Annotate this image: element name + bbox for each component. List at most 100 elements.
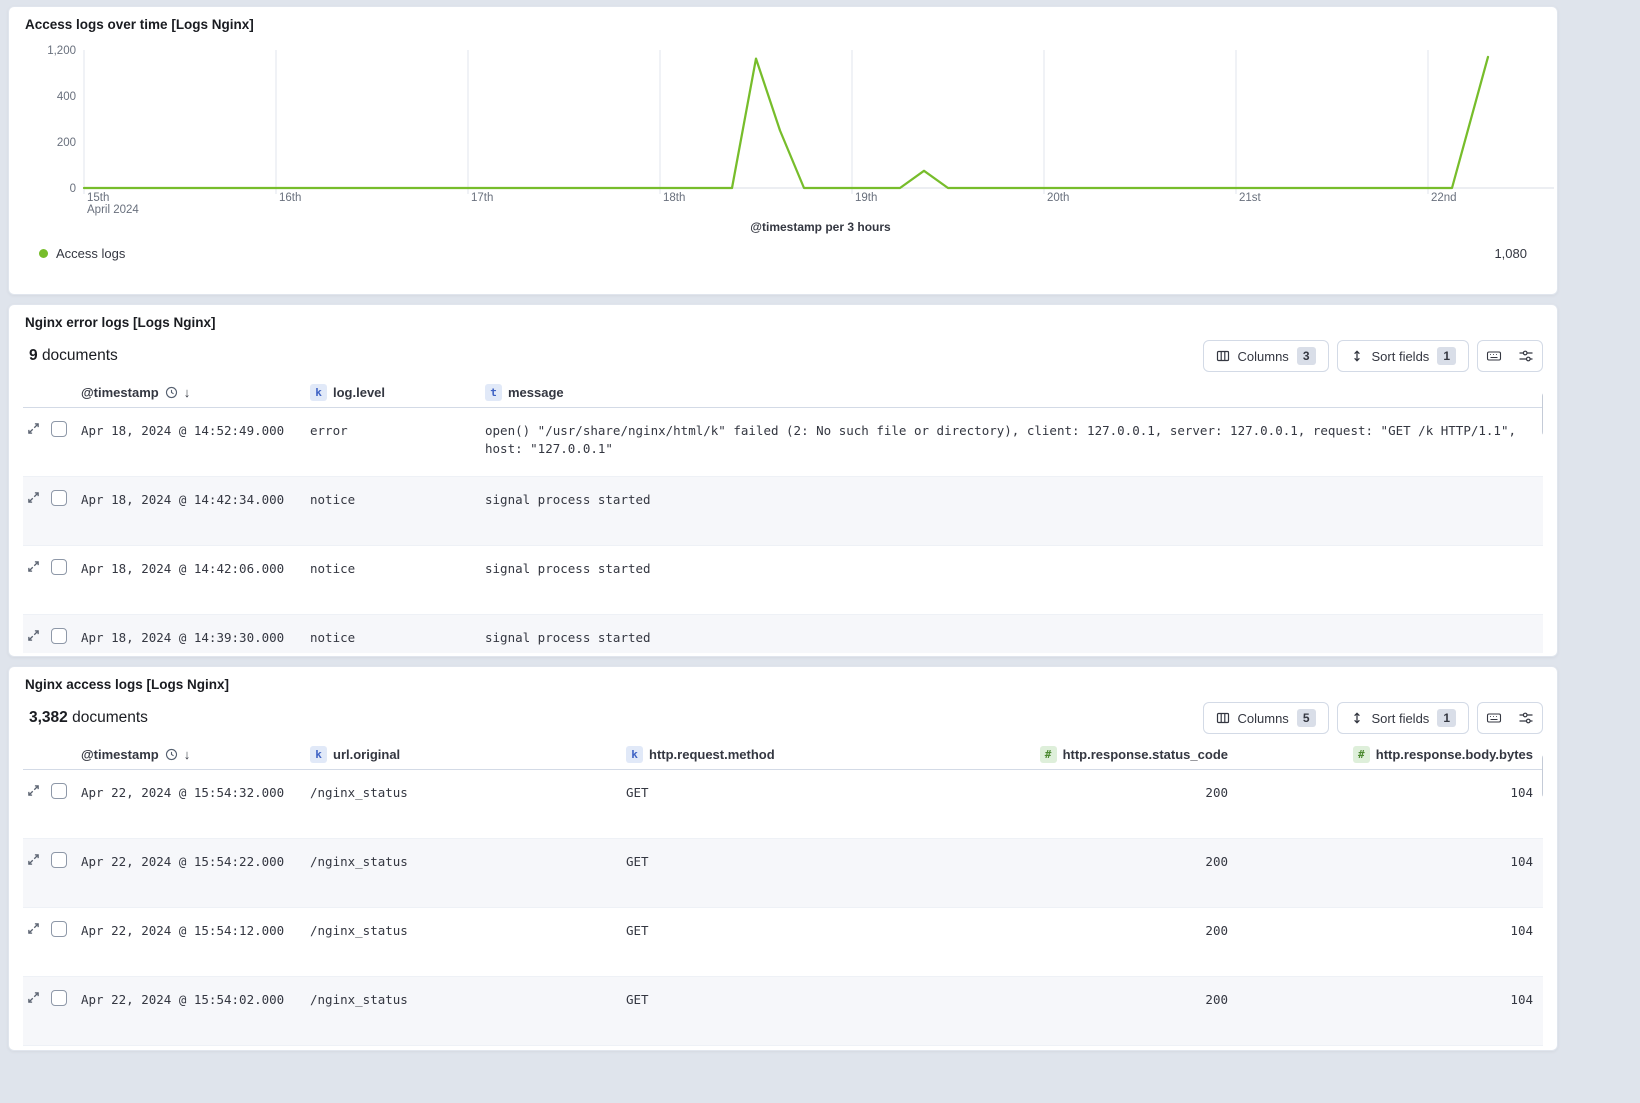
header-controls xyxy=(23,748,81,761)
chart-legend: Access logs 1,080 xyxy=(39,246,1527,261)
svg-text:18th: 18th xyxy=(663,192,685,204)
vertical-scrollbar[interactable]: ▲ ▼ xyxy=(1540,740,1543,1047)
column-header-http.response.status_code[interactable]: # http.response.status_code xyxy=(1039,746,1238,763)
cell-http.request.method: GET xyxy=(626,923,649,938)
cell-message: signal process started xyxy=(485,561,651,576)
expand-document-icon[interactable] xyxy=(27,560,40,573)
documents-grid: @timestamp ↓ k log.level t message Apr 18, 20… xyxy=(23,378,1543,653)
clock-icon xyxy=(165,748,178,761)
expand-document-icon[interactable] xyxy=(27,491,40,504)
display-options-button[interactable] xyxy=(1510,341,1542,371)
field-type-keyword-badge: k xyxy=(310,384,327,401)
column-header-message[interactable]: t message xyxy=(485,384,1543,401)
legend-series-value: 1,080 xyxy=(1494,246,1527,261)
column-header-@timestamp[interactable]: @timestamp ↓ xyxy=(81,385,191,400)
cell-log.level: notice xyxy=(310,492,356,507)
field-type-number-badge: # xyxy=(1352,746,1370,763)
scrollbar-thumb[interactable] xyxy=(1542,754,1543,798)
x-axis-title: @timestamp per 3 hours xyxy=(750,220,891,234)
grid-body: Apr 18, 2024 @ 14:52:49.000 error open() "… xyxy=(23,408,1543,653)
column-header-url.original[interactable]: k url.original xyxy=(310,746,626,763)
legend-series-dot-icon xyxy=(39,249,48,258)
expand-document-icon[interactable] xyxy=(27,422,40,435)
expand-document-icon[interactable] xyxy=(27,922,40,935)
field-type-keyword-badge: k xyxy=(626,746,643,763)
cell-@timestamp: Apr 22, 2024 @ 15:54:02.000 xyxy=(81,992,285,1007)
scrollbar-thumb[interactable] xyxy=(1542,392,1543,436)
sort-fields-button[interactable]: Sort fields 1 xyxy=(1336,702,1469,734)
expand-document-icon[interactable] xyxy=(27,991,40,1004)
clock-icon xyxy=(165,386,178,399)
cell-http.response.body.bytes: 104 xyxy=(1510,854,1533,869)
table-row[interactable]: Apr 22, 2024 @ 15:54:32.000/nginx_status… xyxy=(23,770,1543,839)
keyboard-shortcuts-button[interactable] xyxy=(1478,703,1510,733)
columns-button[interactable]: Columns 3 xyxy=(1202,340,1329,372)
dashboard-page: Access logs over time [Logs Nginx] 15th A… xyxy=(8,6,1558,1051)
cell-@timestamp: Apr 22, 2024 @ 15:54:12.000 xyxy=(81,923,285,938)
sort-desc-icon: ↓ xyxy=(183,385,191,400)
cell-message: open() "/usr/share/nginx/html/k" failed … xyxy=(485,423,1524,456)
svg-text:17th: 17th xyxy=(471,192,493,204)
keyboard-shortcuts-button[interactable] xyxy=(1478,341,1510,371)
sort-fields-button[interactable]: Sort fields 1 xyxy=(1336,340,1469,372)
row-select-checkbox[interactable] xyxy=(51,990,67,1006)
cell-http.response.status_code: 200 xyxy=(1205,923,1228,938)
cell-message: signal process started xyxy=(485,492,651,507)
table-row[interactable]: Apr 22, 2024 @ 15:54:22.000/nginx_status… xyxy=(23,839,1543,908)
svg-text:April 2024: April 2024 xyxy=(87,204,139,216)
cell-http.response.status_code: 200 xyxy=(1205,854,1228,869)
expand-document-icon[interactable] xyxy=(27,629,40,642)
table-row[interactable]: Apr 18, 2024 @ 14:39:30.000 notice signal … xyxy=(23,615,1543,653)
row-select-checkbox[interactable] xyxy=(51,490,67,506)
legend-series-label[interactable]: Access logs xyxy=(56,246,126,261)
expand-document-icon[interactable] xyxy=(27,853,40,866)
row-controls xyxy=(23,770,81,799)
table-row[interactable]: Apr 18, 2024 @ 14:52:49.000 error open() "… xyxy=(23,408,1543,477)
column-header-log.level[interactable]: k log.level xyxy=(310,384,485,401)
columns-icon xyxy=(1216,349,1230,363)
table-row[interactable]: Apr 22, 2024 @ 15:54:02.000/nginx_status… xyxy=(23,977,1543,1046)
grid-options-group xyxy=(1477,340,1543,372)
grid-toolbar: 3,382 documents Columns 5 Sort fields 1 xyxy=(23,702,1543,734)
column-header-http.response.body.bytes[interactable]: # http.response.body.bytes xyxy=(1238,746,1543,763)
panel-nginx-access-logs: Nginx access logs [Logs Nginx] 3,382 doc… xyxy=(8,666,1558,1051)
field-type-number-badge: # xyxy=(1039,746,1057,763)
sort-desc-icon: ↓ xyxy=(183,747,191,762)
row-controls xyxy=(23,477,81,506)
column-header-http.request.method[interactable]: k http.request.method xyxy=(626,746,1043,763)
sort-fields-icon xyxy=(1350,711,1364,725)
svg-text:22nd: 22nd xyxy=(1431,192,1457,204)
sort-count-badge: 1 xyxy=(1437,709,1456,727)
field-type-text-badge: t xyxy=(485,384,502,401)
cell-log.level: error xyxy=(310,423,348,438)
columns-count-badge: 5 xyxy=(1296,709,1316,727)
display-options-button[interactable] xyxy=(1510,703,1542,733)
vertical-scrollbar[interactable]: ▲ ▼ xyxy=(1540,378,1543,653)
row-select-checkbox[interactable] xyxy=(51,852,67,868)
row-select-checkbox[interactable] xyxy=(51,559,67,575)
cell-@timestamp: Apr 18, 2024 @ 14:52:49.000 xyxy=(81,423,285,438)
table-row[interactable]: Apr 22, 2024 @ 15:54:12.000/nginx_status… xyxy=(23,908,1543,977)
table-row[interactable]: Apr 18, 2024 @ 14:42:34.000 notice signal … xyxy=(23,477,1543,546)
columns-button[interactable]: Columns 5 xyxy=(1202,702,1329,734)
row-select-checkbox[interactable] xyxy=(51,921,67,937)
cell-url.original: /nginx_status xyxy=(310,992,408,1007)
cell-http.response.status_code: 200 xyxy=(1205,785,1228,800)
cell-@timestamp: Apr 18, 2024 @ 14:42:34.000 xyxy=(81,492,285,507)
table-row[interactable]: Apr 18, 2024 @ 14:42:06.000 notice signal … xyxy=(23,546,1543,615)
row-select-checkbox[interactable] xyxy=(51,421,67,437)
row-select-checkbox[interactable] xyxy=(51,783,67,799)
cell-url.original: /nginx_status xyxy=(310,785,408,800)
row-select-checkbox[interactable] xyxy=(51,628,67,644)
cell-@timestamp: Apr 22, 2024 @ 15:54:22.000 xyxy=(81,854,285,869)
field-type-keyword-badge: k xyxy=(310,746,327,763)
svg-text:1,200: 1,200 xyxy=(47,45,76,57)
svg-text:16th: 16th xyxy=(279,192,301,204)
expand-document-icon[interactable] xyxy=(27,784,40,797)
svg-text:21st: 21st xyxy=(1239,192,1262,204)
column-header-@timestamp[interactable]: @timestamp ↓ xyxy=(81,747,191,762)
panel-access-logs-over-time: Access logs over time [Logs Nginx] 15th A… xyxy=(8,6,1558,295)
row-controls xyxy=(23,546,81,575)
documents-grid: @timestamp ↓ k url.original k http.request.me… xyxy=(23,740,1543,1047)
cell-log.level: notice xyxy=(310,630,356,645)
